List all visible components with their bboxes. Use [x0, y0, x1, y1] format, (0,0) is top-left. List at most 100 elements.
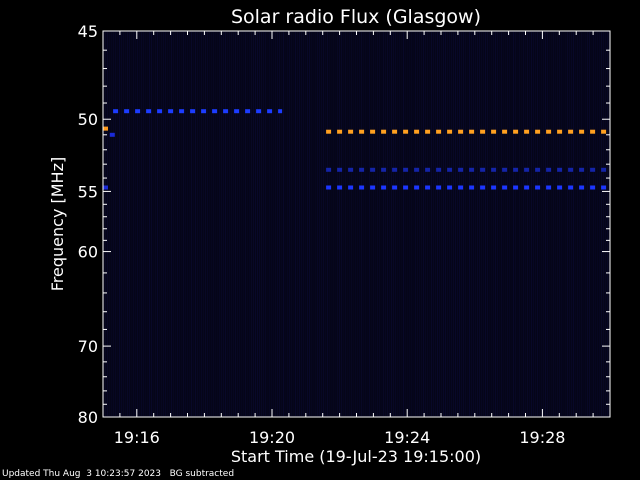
noise-streak [415, 32, 416, 416]
noise-streak [305, 32, 306, 416]
noise-streak [563, 32, 564, 416]
noise-streak [397, 32, 398, 416]
plot-background [103, 31, 610, 417]
noise-streak [177, 32, 178, 416]
noise-streak [555, 32, 556, 416]
noise-streak [551, 32, 552, 416]
noise-streak [365, 32, 366, 416]
noise-streak [383, 32, 384, 416]
noise-streak [139, 32, 140, 416]
noise-streak [263, 32, 264, 416]
noise-streak [417, 32, 418, 416]
noise-streak [205, 32, 206, 416]
x-tick-label: 19:24 [384, 428, 430, 447]
noise-streak [315, 32, 316, 416]
noise-streak [429, 32, 430, 416]
noise-streak [297, 32, 298, 416]
noise-streak [533, 32, 534, 416]
noise-streak [437, 32, 438, 416]
noise-streak [395, 32, 396, 416]
noise-streak [465, 32, 466, 416]
noise-streak [245, 32, 246, 416]
emission-dash [103, 126, 108, 131]
noise-streak [323, 32, 324, 416]
noise-streak [493, 32, 494, 416]
emission-dash [425, 129, 431, 134]
emission-dash [392, 129, 398, 134]
noise-streak [145, 32, 146, 416]
noise-streak [357, 32, 358, 416]
noise-streak [475, 32, 476, 416]
noise-streak [201, 32, 202, 416]
emission-dash [267, 109, 273, 114]
noise-streak [525, 32, 526, 416]
emission-dash [157, 109, 163, 114]
noise-streak [513, 32, 514, 416]
x-axis-title: Start Time (19-Jul-23 19:15:00) [231, 447, 481, 466]
emission-dash [201, 109, 207, 114]
noise-streak [119, 32, 120, 416]
noise-streak [155, 32, 156, 416]
noise-streak [503, 32, 504, 416]
noise-streak [113, 32, 114, 416]
emission-dash [447, 167, 453, 172]
noise-streak [585, 32, 586, 416]
emission-dash [326, 167, 332, 172]
y-tick-label: 50 [78, 110, 98, 129]
noise-streak [135, 32, 136, 416]
noise-streak [407, 32, 408, 416]
emission-dash [535, 167, 541, 172]
noise-streak [457, 32, 458, 416]
noise-streak [191, 32, 192, 416]
noise-streak [601, 32, 602, 416]
noise-streak [219, 32, 220, 416]
noise-streak [545, 32, 546, 416]
emission-dash [403, 167, 409, 172]
noise-streak [377, 32, 378, 416]
noise-streak [597, 32, 598, 416]
emission-dash [403, 185, 409, 190]
noise-streak [163, 32, 164, 416]
noise-streak [117, 32, 118, 416]
noise-streak [271, 32, 272, 416]
emission-dash [480, 129, 486, 134]
noise-streak [203, 32, 204, 416]
noise-streak [547, 32, 548, 416]
noise-streak [583, 32, 584, 416]
emission-dash [256, 109, 262, 114]
noise-streak [259, 32, 260, 416]
noise-streak [121, 32, 122, 416]
emission-dash [414, 185, 420, 190]
noise-streak [247, 32, 248, 416]
noise-streak [285, 32, 286, 416]
noise-streak [153, 32, 154, 416]
noise-streak [147, 32, 148, 416]
emission-dash [469, 185, 475, 190]
noise-streak [605, 32, 606, 416]
emission-dash [513, 129, 519, 134]
emission-dash [524, 185, 530, 190]
noise-streak [193, 32, 194, 416]
noise-streak [579, 32, 580, 416]
noise-streak [131, 32, 132, 416]
noise-streak [127, 32, 128, 416]
noise-streak [213, 32, 214, 416]
noise-streak [599, 32, 600, 416]
noise-streak [483, 32, 484, 416]
noise-streak [473, 32, 474, 416]
emission-dash [491, 167, 497, 172]
noise-streak [249, 32, 250, 416]
noise-streak [291, 32, 292, 416]
noise-streak [511, 32, 512, 416]
noise-streak [499, 32, 500, 416]
noise-streak [311, 32, 312, 416]
noise-streak [195, 32, 196, 416]
noise-streak [435, 32, 436, 416]
emission-dash [278, 109, 283, 114]
noise-streak [227, 32, 228, 416]
emission-dash [337, 185, 343, 190]
emission-dash [337, 129, 343, 134]
noise-streak [173, 32, 174, 416]
noise-streak [519, 32, 520, 416]
noise-streak [553, 32, 554, 416]
